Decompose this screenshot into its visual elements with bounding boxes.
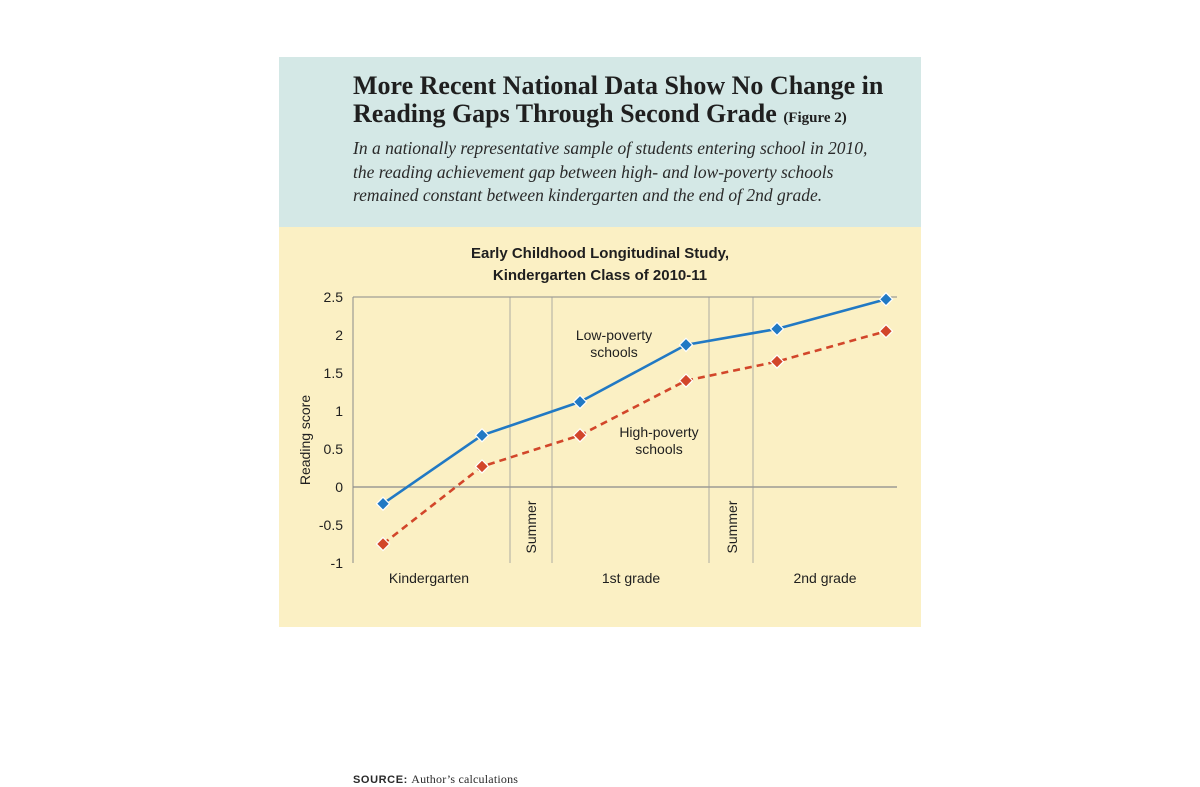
- subtitle-line-3: remained constant between kindergarten a…: [353, 185, 823, 205]
- data-point-high-poverty: [572, 427, 588, 443]
- chart-title-line-1: Early Childhood Longitudinal Study,: [471, 245, 729, 262]
- y-tick-label: -0.5: [319, 517, 343, 533]
- y-tick-label: 1: [335, 403, 343, 419]
- data-point-high-poverty: [769, 354, 785, 369]
- source-text: Author’s calculations: [411, 772, 519, 786]
- figure: More Recent National Data Show No Change…: [279, 57, 921, 786]
- source-note: SOURCE: Author’s calculations: [353, 772, 518, 787]
- chart-panel: Early Childhood Longitudinal Study, Kinde…: [279, 227, 921, 786]
- series-label-high-poverty: schools: [635, 441, 682, 457]
- y-tick-label: 1.5: [324, 365, 344, 381]
- y-tick-label: 0: [335, 479, 343, 495]
- title-line-2: Reading Gaps Through Second Grade (Figur…: [353, 100, 913, 132]
- data-point-high-poverty: [678, 373, 694, 388]
- data-point-low-poverty: [572, 394, 588, 410]
- title-line-1: More Recent National Data Show No Change…: [353, 71, 884, 100]
- series-line-high-poverty: [382, 329, 887, 546]
- source-label: SOURCE:: [353, 774, 408, 786]
- x-group-label: Kindergarten: [389, 570, 469, 586]
- figure-subtitle: In a nationally representative sample of…: [353, 137, 913, 208]
- series-label-high-poverty: High-poverty: [619, 424, 698, 440]
- y-axis-label: Reading score: [297, 395, 313, 485]
- data-point-low-poverty: [474, 427, 490, 443]
- y-tick-label: 2: [335, 327, 343, 343]
- y-tick-label: -1: [331, 555, 344, 571]
- y-tick-label: 2.5: [324, 289, 344, 305]
- subtitle-line-1: In a nationally representative sample of…: [353, 138, 868, 158]
- summer-label-1: Summer: [523, 500, 539, 553]
- x-group-label: 2nd grade: [793, 570, 856, 586]
- figure-label: (Figure 2): [783, 110, 847, 126]
- series-label-low-poverty: schools: [590, 344, 637, 360]
- figure-title: More Recent National Data Show No Change…: [353, 72, 913, 132]
- subtitle-line-2: the reading achievement gap between high…: [353, 161, 834, 182]
- data-point-high-poverty: [474, 459, 490, 474]
- data-point-high-poverty: [375, 536, 391, 552]
- series-line-low-poverty: [382, 298, 887, 505]
- data-point-low-poverty: [769, 321, 785, 337]
- y-tick-label: 0.5: [324, 441, 344, 457]
- data-point-low-poverty: [678, 337, 694, 353]
- summer-label-2: Summer: [724, 500, 740, 553]
- data-point-low-poverty: [878, 291, 894, 307]
- chart-title-line-2: Kindergarten Class of 2010-11: [493, 267, 707, 284]
- series-label-low-poverty: Low-poverty: [576, 327, 652, 343]
- x-group-label: 1st grade: [602, 570, 661, 586]
- title-line-2-text: Reading Gaps Through Second Grade: [353, 99, 777, 128]
- data-point-low-poverty: [375, 496, 391, 512]
- chart-svg: Early Childhood Longitudinal Study, Kinde…: [297, 245, 897, 586]
- figure-header: More Recent National Data Show No Change…: [279, 57, 921, 227]
- data-point-high-poverty: [878, 323, 894, 339]
